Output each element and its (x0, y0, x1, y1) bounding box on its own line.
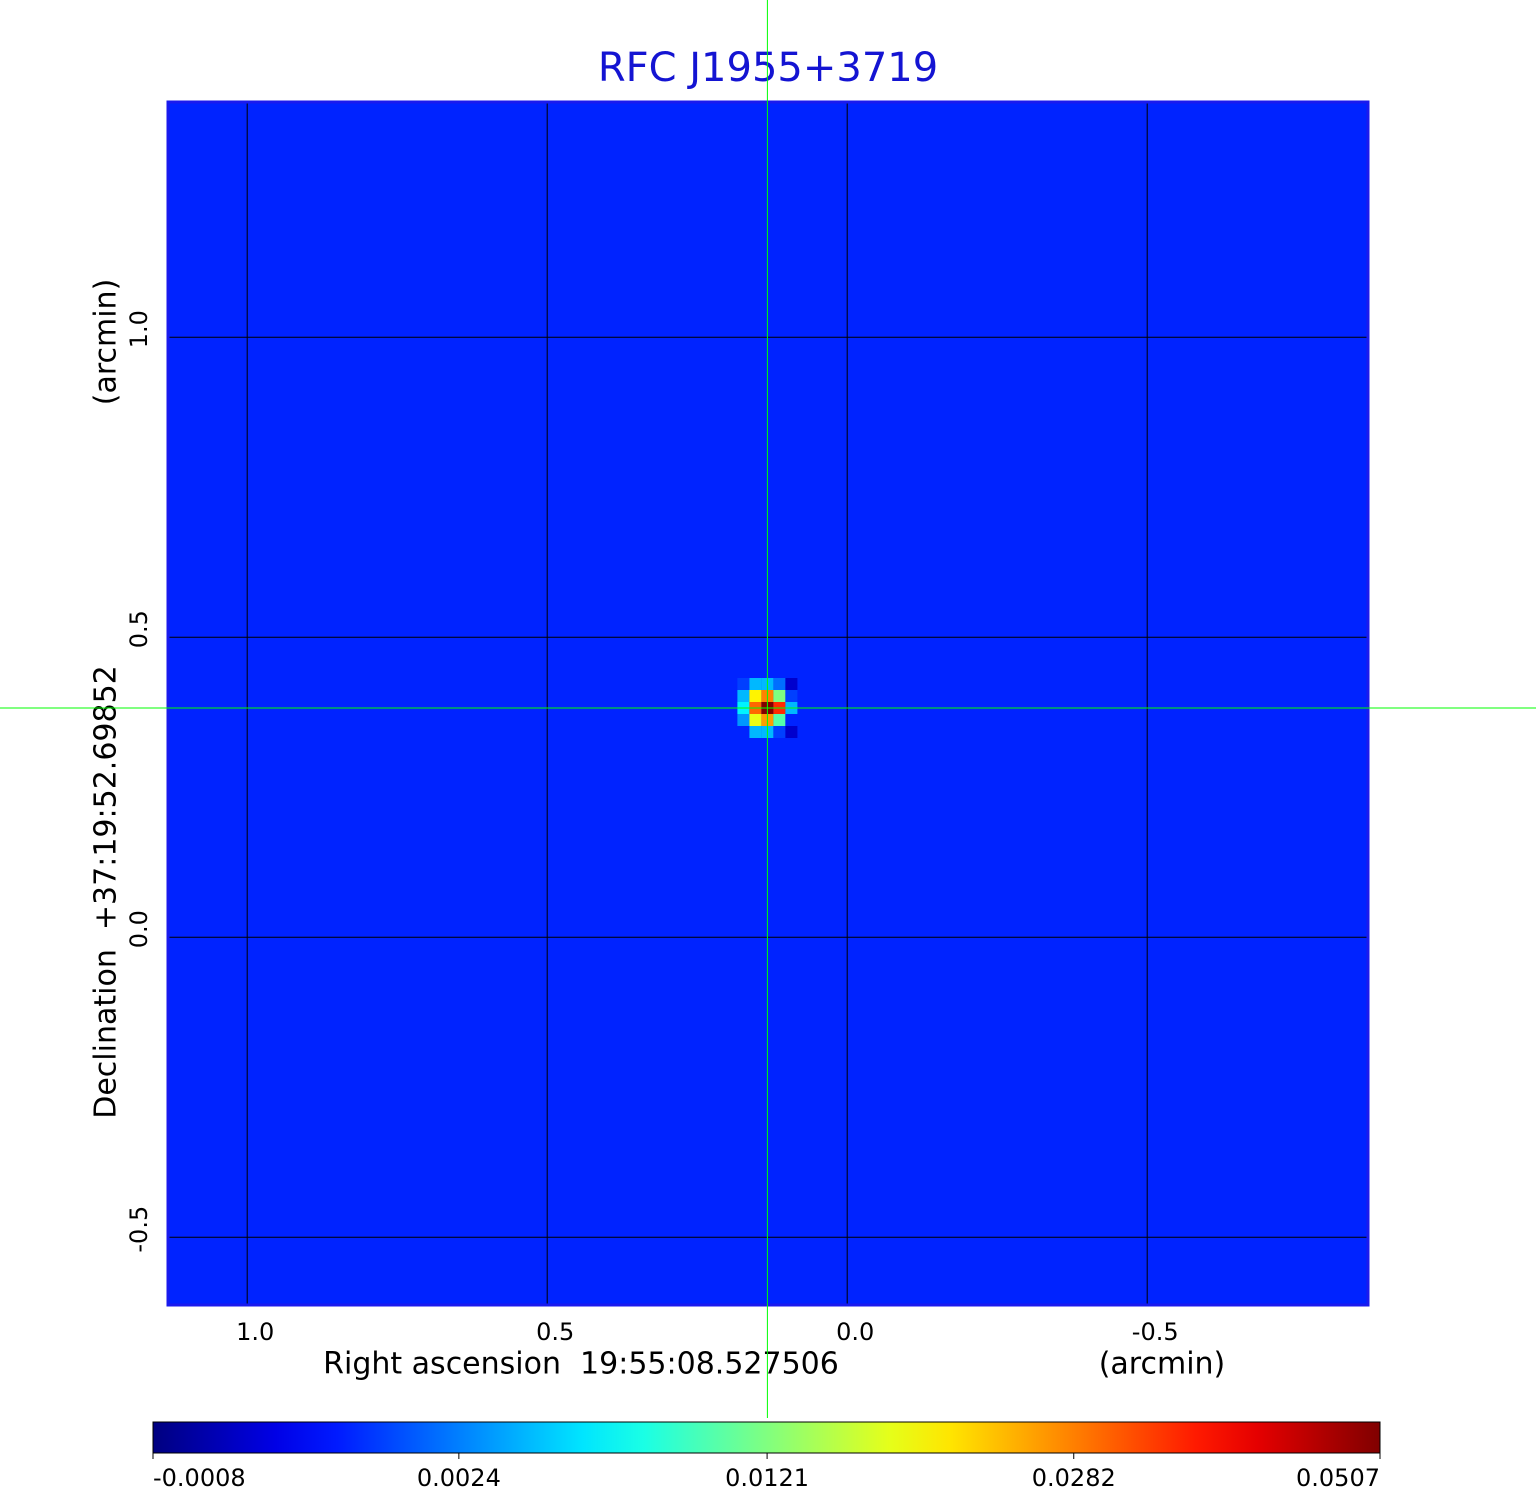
x-axis-label: Right ascension 19:55:08.527506 (323, 1347, 839, 1382)
colorbar-tick-label: 0.0507 (1296, 1464, 1380, 1492)
y-tick-label: 0.0 (125, 910, 153, 948)
image-pixel (785, 714, 798, 726)
colorbar-tick-label: 0.0024 (417, 1464, 501, 1492)
y-tick-label: -0.5 (125, 1206, 153, 1253)
image-pixel (785, 690, 798, 702)
colorbar-tick-label: -0.0008 (153, 1464, 246, 1492)
image-pixel (737, 690, 750, 702)
image-pixel (749, 690, 762, 702)
y-tick-label: 0.5 (125, 610, 153, 648)
colorbar-tick-label: 0.0121 (725, 1464, 809, 1492)
image-pixel (737, 714, 750, 726)
image-pixel (749, 678, 762, 690)
image-pixel (749, 726, 762, 738)
image-pixel (785, 726, 798, 738)
chart-title: RFC J1955+3719 (598, 45, 938, 91)
image-pixel (737, 726, 750, 738)
y-axis-unit: (arcmin) (89, 279, 124, 406)
image-pixel (773, 726, 786, 738)
image-pixel (773, 714, 786, 726)
y-tick-label: 1.0 (125, 310, 153, 348)
image-pixel (785, 678, 798, 690)
x-tick-label: 1.0 (236, 1318, 274, 1346)
x-tick-label: 0.0 (836, 1318, 874, 1346)
colorbar (152, 1421, 1381, 1454)
x-tick-label: -0.5 (1132, 1318, 1179, 1346)
x-tick-label: 0.5 (536, 1318, 574, 1346)
image-pixel (749, 714, 762, 726)
y-axis-label: Declination +37:19:52.69852 (89, 665, 124, 1119)
colorbar-tick-label: 0.0282 (1032, 1464, 1116, 1492)
image-pixel (737, 678, 750, 690)
x-axis-unit: (arcmin) (1099, 1347, 1226, 1382)
image-pixel (773, 678, 786, 690)
plot-border (166, 100, 1370, 1307)
image-pixel (773, 690, 786, 702)
